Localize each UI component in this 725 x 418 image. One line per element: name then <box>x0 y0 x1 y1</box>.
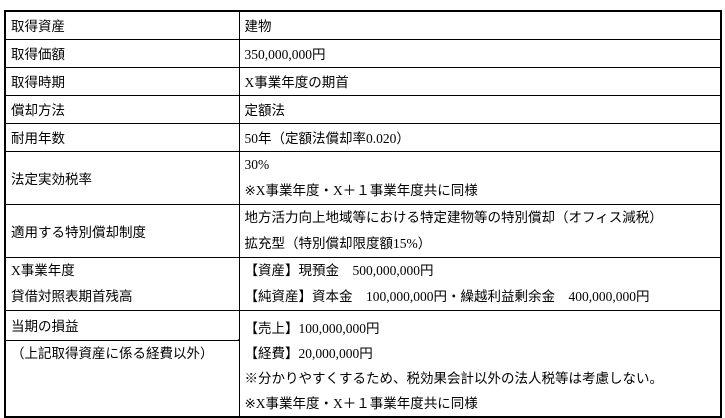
value-cell-opening-balance-sheet[interactable]: 【資産】現預金 500,000,000円 【純資産】資本金 100,000,00… <box>238 256 722 311</box>
label-cell-useful-life[interactable]: 耐用年数 <box>4 122 240 152</box>
row-label: 償却方法 <box>11 103 65 118</box>
row-opening-balance-sheet: X事業年度 貸借対照表期首残高 【資産】現預金 500,000,000円 【純資… <box>4 256 722 311</box>
text-line: 貸借対照表期首残高 <box>11 288 133 304</box>
row-label: 取得時期 <box>11 75 65 90</box>
row-value: 定額法 <box>244 103 286 118</box>
asset-info-table: 取得資産 建物 取得価額 350,000,000円 取得時期 X事業年度の期首 <box>4 10 722 418</box>
row-label: 耐用年数 <box>11 131 65 146</box>
text-line: ※X事業年度・X＋１事業年度共に同様 <box>244 395 478 411</box>
selection-handle[interactable] <box>236 338 238 340</box>
label-cell-effective-tax-rate[interactable]: 法定実効税率 <box>4 150 240 205</box>
value-cell-depreciation-method[interactable]: 定額法 <box>238 94 722 124</box>
text-line: 拡充型（特別償却限度額15%） <box>244 235 432 251</box>
label-cell-special-depreciation-system[interactable]: 適用する特別償却制度 <box>4 203 240 258</box>
row-label: 適用する特別償却制度 <box>11 224 146 240</box>
row-value: X事業年度の期首 <box>244 75 349 90</box>
text-line: ※分かりやすくするため、税効果会計以外の法人税等は考慮しない。 <box>244 370 664 386</box>
text-line: 【売上】100,000,000円 <box>244 320 380 336</box>
text-line: 【資産】現預金 500,000,000円 <box>244 262 434 278</box>
value-cell-current-period-profit-loss[interactable]: 【売上】100,000,000円 【経費】20,000,000円 ※分かりやすく… <box>238 309 722 417</box>
row-value: 350,000,000円 <box>244 47 326 62</box>
text-line: 【純資産】資本金 100,000,000円・繰越利益剰余金 400,000,00… <box>244 288 650 304</box>
row-depreciation-method: 償却方法 定額法 <box>4 94 722 124</box>
row-effective-tax-rate: 法定実効税率 30% ※X事業年度・X＋１事業年度共に同様 <box>4 150 722 205</box>
value-cell-useful-life[interactable]: 50年（定額法償却率0.020） <box>238 122 722 152</box>
text-line: X事業年度 <box>11 262 75 278</box>
row-value: 建物 <box>244 19 272 35</box>
value-cell-acquired-asset[interactable]: 建物 <box>238 10 722 40</box>
label-cell-current-period-profit-loss[interactable]: 当期の損益 <box>4 309 240 342</box>
row-value: 50年（定額法償却率0.020） <box>244 131 410 146</box>
label-cell-acquisition-timing[interactable]: 取得時期 <box>4 66 240 96</box>
value-cell-special-depreciation-system[interactable]: 地方活力向上地域等における特定建物等の特別償却（オフィス減税） 拡充型（特別償却… <box>238 203 722 258</box>
text-line: 30% <box>244 156 270 172</box>
asset-info-table-container: 取得資産 建物 取得価額 350,000,000円 取得時期 X事業年度の期首 <box>4 10 722 418</box>
label-cell-expenses-excluded-note[interactable]: （上記取得資産に係る経費以外） <box>4 340 240 417</box>
value-cell-effective-tax-rate[interactable]: 30% ※X事業年度・X＋１事業年度共に同様 <box>238 150 722 205</box>
label-cell-opening-balance-sheet[interactable]: X事業年度 貸借対照表期首残高 <box>4 256 240 311</box>
row-label: 取得価額 <box>11 47 65 62</box>
row-special-depreciation-system: 適用する特別償却制度 地方活力向上地域等における特定建物等の特別償却（オフィス減… <box>4 203 722 258</box>
value-cell-acquisition-cost[interactable]: 350,000,000円 <box>238 38 722 68</box>
row-expenses-excluded-note: （上記取得資産に係る経費以外） <box>4 340 721 417</box>
row-label: 当期の損益 <box>11 319 79 335</box>
row-current-period-profit-loss: 当期の損益 【売上】100,000,000円 【経費】20,000,000円 ※… <box>4 309 722 417</box>
text-line: 【経費】20,000,000円 <box>244 345 373 361</box>
value-cell-acquisition-timing[interactable]: X事業年度の期首 <box>238 66 722 96</box>
text-line: ※X事業年度・X＋１事業年度共に同様 <box>244 182 478 198</box>
label-cell-acquisition-cost[interactable]: 取得価額 <box>4 38 240 68</box>
row-acquisition-timing: 取得時期 X事業年度の期首 <box>4 66 722 96</box>
row-acquired-asset: 取得資産 建物 <box>4 10 722 40</box>
row-useful-life: 耐用年数 50年（定額法償却率0.020） <box>4 122 722 152</box>
row-label: 取得資産 <box>11 19 65 35</box>
text-line: 地方活力向上地域等における特定建物等の特別償却（オフィス減税） <box>244 209 663 225</box>
label-cell-depreciation-method[interactable]: 償却方法 <box>4 94 240 124</box>
label-cell-acquired-asset[interactable]: 取得資産 <box>4 10 240 40</box>
row-label: （上記取得資産に係る経費以外） <box>11 346 214 362</box>
row-label: 法定実効税率 <box>11 171 92 187</box>
row-acquisition-cost: 取得価額 350,000,000円 <box>4 38 722 68</box>
